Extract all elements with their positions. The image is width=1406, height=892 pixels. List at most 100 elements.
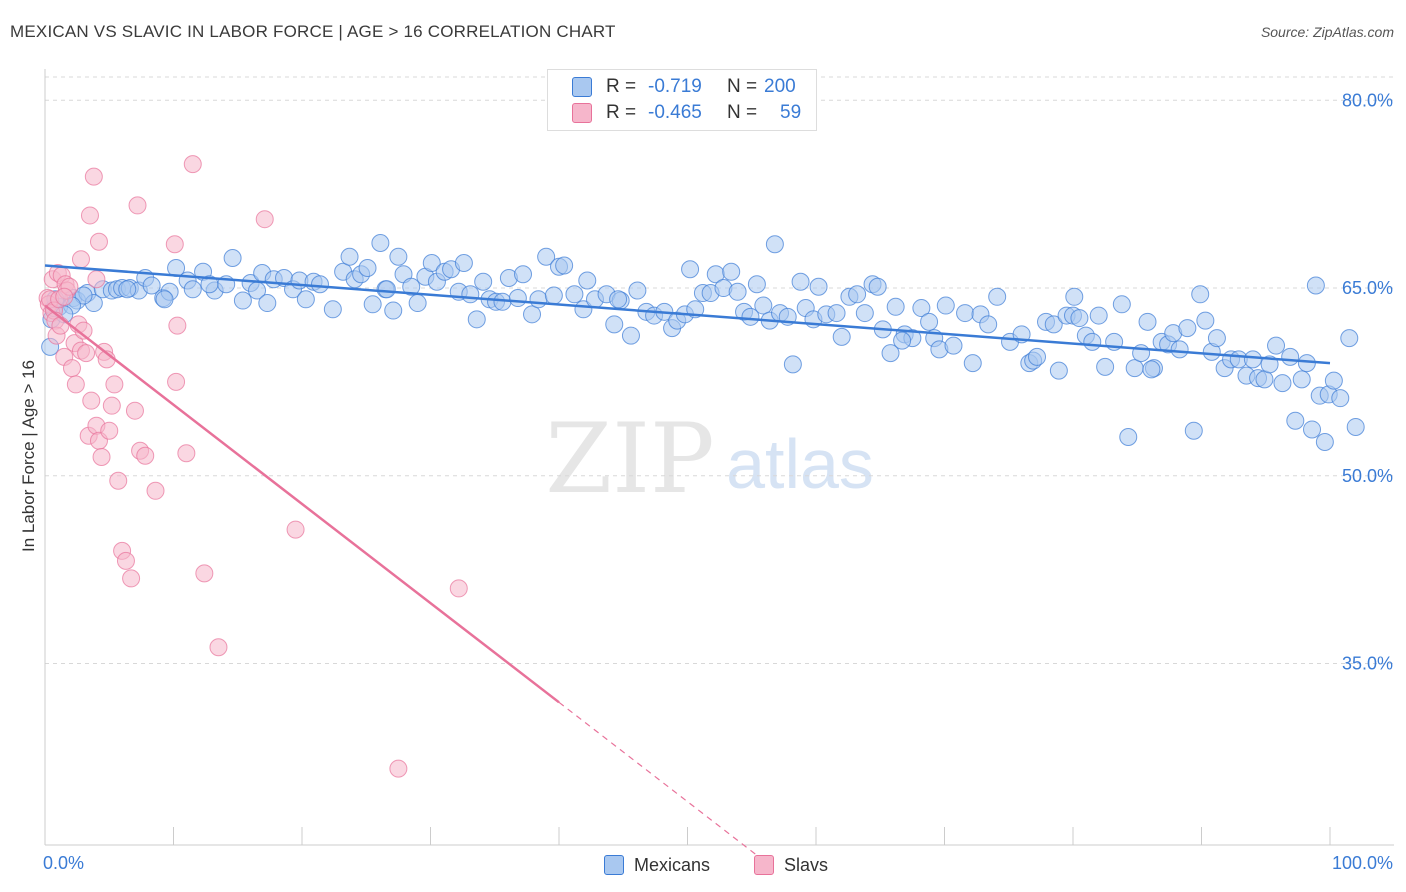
- axes: [44, 69, 1394, 846]
- point-mexicans: [912, 299, 931, 318]
- point-mexicans: [1267, 336, 1286, 355]
- point-mexicans: [1184, 421, 1203, 440]
- legend: Mexicans Slavs: [0, 850, 1406, 880]
- point-mexicans: [1065, 287, 1084, 306]
- point-mexicans: [408, 294, 427, 313]
- point-mexicans: [754, 296, 773, 315]
- point-slavs: [286, 520, 305, 539]
- point-mexicans: [183, 280, 202, 299]
- point-mexicans: [565, 285, 584, 304]
- point-slavs: [183, 155, 202, 174]
- point-mexicans: [1286, 411, 1305, 430]
- point-mexicans: [1297, 354, 1316, 373]
- point-mexicans: [605, 315, 624, 334]
- legend-swatch-mexicans: [604, 855, 624, 875]
- point-mexicans: [1243, 350, 1262, 369]
- point-slavs: [62, 359, 81, 378]
- point-slavs: [80, 206, 99, 225]
- point-slavs: [66, 375, 85, 394]
- stats-n-value: 59: [780, 102, 802, 123]
- point-mexicans: [1260, 355, 1279, 374]
- point-slavs: [116, 551, 135, 570]
- point-mexicans: [783, 355, 802, 374]
- point-mexicans: [1044, 315, 1063, 334]
- point-mexicans: [402, 277, 421, 296]
- point-mexicans: [578, 271, 597, 290]
- legend-item-mexicans[interactable]: Mexicans: [604, 854, 710, 876]
- point-mexicans: [621, 326, 640, 345]
- point-mexicans: [741, 307, 760, 326]
- point-mexicans: [1346, 417, 1365, 436]
- point-mexicans: [555, 256, 574, 275]
- point-mexicans: [936, 296, 955, 315]
- point-mexicans: [1089, 306, 1108, 325]
- point-mexicans: [881, 344, 900, 363]
- point-mexicans: [544, 286, 563, 305]
- point-mexicans: [358, 259, 377, 278]
- point-mexicans: [609, 290, 628, 309]
- point-slavs: [209, 638, 228, 657]
- point-mexicans: [118, 280, 137, 299]
- point-mexicans: [1119, 427, 1138, 446]
- point-mexicans: [461, 285, 480, 304]
- trend-line-slavs: [44, 304, 560, 704]
- point-slavs: [109, 471, 128, 490]
- point-mexicans: [747, 275, 766, 294]
- trend-line-mexicans: [44, 264, 1331, 365]
- point-mexicans: [1255, 370, 1274, 389]
- point-mexicans: [389, 247, 408, 266]
- chart-title: MEXICAN VS SLAVIC IN LABOR FORCE | AGE >…: [10, 22, 616, 41]
- point-slavs: [136, 446, 155, 465]
- x-tick-label: 0.0%: [43, 853, 84, 873]
- point-mexicans: [474, 272, 493, 291]
- point-mexicans: [223, 248, 242, 267]
- point-mexicans: [340, 247, 359, 266]
- y-tick-label: 65.0%: [1342, 278, 1393, 298]
- point-mexicans: [1083, 332, 1102, 351]
- point-mexicans: [258, 294, 277, 313]
- stats-r-label: R =: [606, 76, 637, 97]
- y-tick-label: 50.0%: [1342, 466, 1393, 486]
- point-slavs: [100, 421, 119, 440]
- point-slavs: [87, 270, 106, 289]
- point-slavs: [55, 287, 74, 306]
- point-mexicans: [1207, 329, 1226, 348]
- point-mexicans: [1306, 276, 1325, 295]
- y-tick-labels: 35.0% 50.0% 65.0% 80.0%: [1342, 90, 1393, 673]
- stats-r-label: R =: [606, 102, 637, 123]
- point-mexicans: [142, 276, 161, 295]
- point-mexicans: [508, 289, 527, 308]
- stats-n-value: 200: [764, 76, 796, 97]
- chart-source: Source: ZipAtlas.com: [1260, 24, 1394, 40]
- point-mexicans: [832, 327, 851, 346]
- point-mexicans: [920, 312, 939, 331]
- point-mexicans: [371, 233, 390, 252]
- point-mexicans: [722, 262, 741, 281]
- point-mexicans: [893, 331, 912, 350]
- point-mexicans: [944, 336, 963, 355]
- x-tick-label: 100.0%: [1332, 853, 1393, 873]
- point-mexicans: [422, 254, 441, 272]
- point-mexicans: [310, 275, 329, 294]
- point-mexicans: [514, 265, 533, 284]
- point-mexicans: [886, 297, 905, 316]
- point-mexicans: [467, 310, 486, 329]
- point-mexicans: [1315, 432, 1334, 451]
- legend-item-slavs[interactable]: Slavs: [754, 854, 828, 876]
- point-mexicans: [377, 280, 396, 299]
- x-tick-labels: 0.0% 100.0%: [43, 853, 1393, 873]
- point-slavs: [92, 448, 111, 466]
- point-slavs: [177, 444, 196, 463]
- point-mexicans: [791, 272, 810, 291]
- trend-line-slavs-extension: [558, 701, 759, 857]
- point-slavs: [105, 375, 124, 394]
- point-mexicans: [1292, 370, 1311, 389]
- stats-r-value: -0.719: [648, 76, 702, 97]
- point-slavs: [255, 210, 274, 229]
- point-slavs: [84, 167, 103, 186]
- point-mexicans: [979, 315, 998, 334]
- watermark-zip: ZIP: [545, 403, 714, 515]
- point-mexicans: [1096, 357, 1115, 376]
- point-mexicans: [323, 300, 342, 319]
